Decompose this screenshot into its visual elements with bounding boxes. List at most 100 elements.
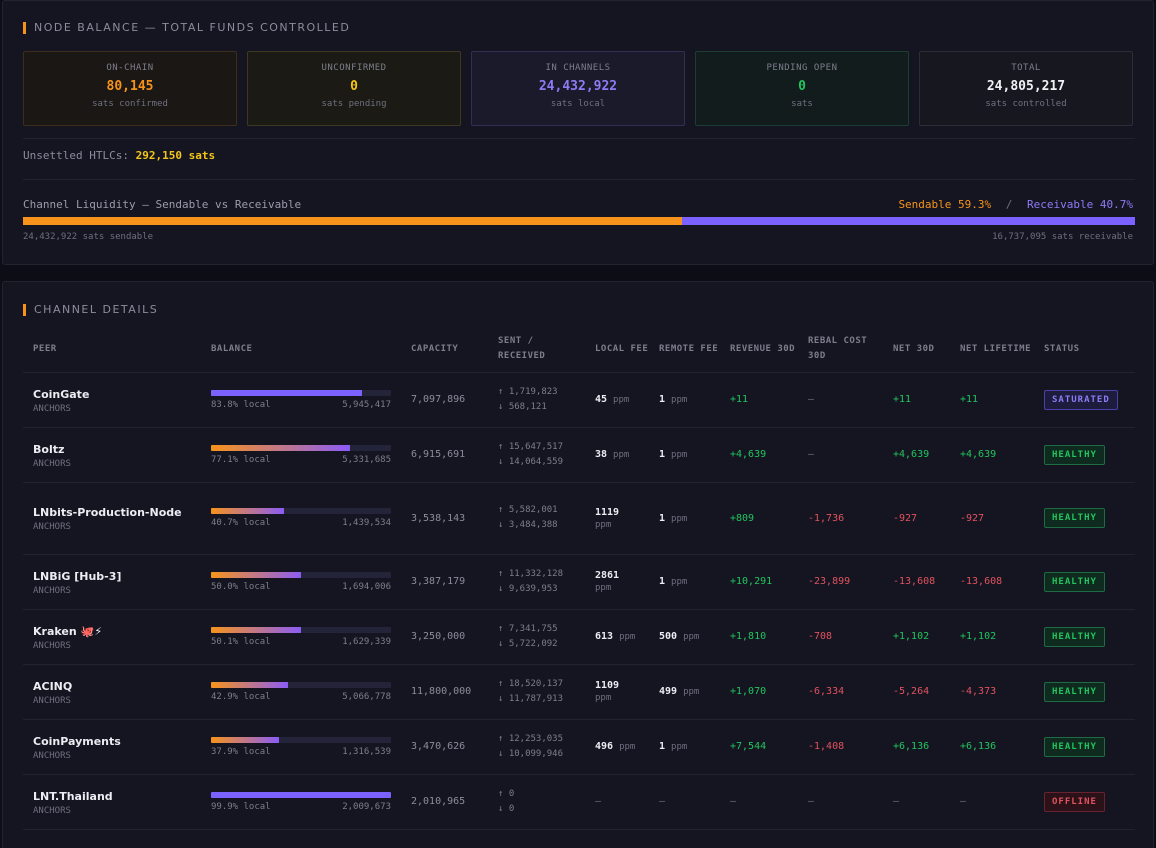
balance-meta: 37.9% local 1,316,539 <box>211 747 391 757</box>
sent-amount: ↑ 1,719,823 <box>498 386 558 397</box>
liquidity-receivable-fill <box>682 217 1135 225</box>
liquidity-bar <box>23 217 1135 225</box>
cell-balance: 50.1% local 1,629,339 <box>201 609 401 665</box>
local-fee-unit: ppm <box>613 395 630 405</box>
local-percent: 50.1% local <box>211 636 271 647</box>
peer-name-text[interactable]: ACINQ <box>33 679 73 693</box>
balance-bar <box>211 508 391 514</box>
cell-peer[interactable]: LNbits-Production-Node ANCHORS <box>23 482 201 555</box>
local-sats: 2,009,673 <box>342 801 391 812</box>
balance-bar-fill <box>211 508 285 514</box>
col-revenue[interactable]: REVENUE 30D <box>720 327 798 373</box>
balance-bar-fill <box>211 389 362 396</box>
peer-name-text[interactable]: CoinPayments <box>33 734 121 748</box>
card-in-channels: IN CHANNELS 24,432,922 sats local <box>471 51 685 126</box>
table-row[interactable]: ACINQ ANCHORS 42.9% local 5,066,778 11,800,0… <box>23 664 1135 720</box>
col-net-lifetime[interactable]: NET LIFETIME <box>950 327 1034 373</box>
local-sats: 5,066,778 <box>342 691 391 702</box>
peer-name[interactable]: LNBiG [Hub-3] <box>33 568 201 585</box>
cell-status: HEALTHY <box>1034 554 1135 610</box>
peer-name-text[interactable]: Kraken <box>33 624 77 638</box>
cell-peer[interactable]: LNT.Thailand ANCHORS <box>23 774 201 830</box>
peer-name[interactable]: Kraken 🐙⚡ <box>33 623 201 640</box>
card-value: 24,432,922 <box>538 79 618 94</box>
col-status[interactable]: STATUS <box>1034 327 1135 373</box>
local-percent: 40.7% local <box>211 518 271 528</box>
table-row[interactable]: CoinPayments ANCHORS 37.9% local 1,316,539 3… <box>23 719 1135 775</box>
channel-table: PEER BALANCE CAPACITY SENT / RECEIVED LO… <box>23 327 1135 830</box>
balance-title-text: NODE BALANCE — TOTAL FUNDS CONTROLLED <box>34 21 351 34</box>
legend-separator: / <box>1005 198 1013 211</box>
cell-balance: 37.9% local 1,316,539 <box>201 719 401 775</box>
col-balance[interactable]: BALANCE <box>201 327 401 373</box>
cell-sent-received: ↑ 0 ↓ 0 <box>488 774 585 830</box>
peer-name[interactable]: CoinGate <box>33 386 201 403</box>
cell-net-30d: -5,264 <box>883 664 950 720</box>
table-row[interactable]: LNbits-Production-Node ANCHORS 40.7% local… <box>23 482 1135 555</box>
col-local-fee[interactable]: LOCAL FEE <box>585 327 649 373</box>
cell-peer[interactable]: Boltz ANCHORS <box>23 427 201 483</box>
col-peer[interactable]: PEER <box>23 327 201 373</box>
cell-remote-fee: 500 ppm <box>649 609 720 665</box>
peer-name-text[interactable]: LNbits-Production-Node <box>33 506 182 519</box>
col-rebal-cost[interactable]: REBAL COST 30D <box>798 327 883 373</box>
local-fee-unit: ppm <box>595 583 612 593</box>
cell-status: HEALTHY <box>1034 482 1135 555</box>
channel-type-tag: ANCHORS <box>33 695 71 706</box>
peer-name[interactable]: ACINQ <box>33 678 201 695</box>
col-sent-received[interactable]: SENT / RECEIVED <box>488 327 585 373</box>
cell-capacity: 2,010,965 <box>401 774 488 830</box>
cell-peer[interactable]: CoinGate ANCHORS <box>23 372 201 428</box>
col-net-30d[interactable]: NET 30D <box>883 327 950 373</box>
card-label: IN CHANNELS <box>545 63 611 73</box>
table-row[interactable]: CoinGate ANCHORS 83.8% local 5,945,417 7,097… <box>23 372 1135 428</box>
table-row[interactable]: Boltz ANCHORS 77.1% local 5,331,685 6,915,69… <box>23 427 1135 483</box>
peer-name[interactable]: LNT.Thailand <box>33 788 201 805</box>
cell-remote-fee: 499 ppm <box>649 664 720 720</box>
local-sats: 5,945,417 <box>342 399 391 410</box>
peer-name[interactable]: CoinPayments <box>33 733 201 750</box>
col-remote-fee[interactable]: REMOTE FEE <box>649 327 720 373</box>
cell-remote-fee: 1 ppm <box>649 427 720 483</box>
remote-fee-value: 1 <box>659 449 666 460</box>
card-sub: sats <box>791 99 813 109</box>
received-amount: ↓ 10,099,946 <box>498 748 564 759</box>
liquidity-sendable-fill <box>23 217 683 225</box>
balance-panel-title: NODE BALANCE — TOTAL FUNDS CONTROLLED <box>23 21 350 34</box>
card-value: 80,145 <box>106 79 154 94</box>
cell-peer[interactable]: LNBiG [Hub-3] ANCHORS <box>23 554 201 610</box>
local-sats: 5,331,685 <box>342 454 391 465</box>
peer-name-text[interactable]: Boltz <box>33 442 65 456</box>
table-row[interactable]: Kraken 🐙⚡ ANCHORS 50.1% local 1,629,339 3,250… <box>23 609 1135 665</box>
title-accent-bar <box>23 21 26 34</box>
peer-name-text[interactable]: CoinGate <box>33 387 90 401</box>
cell-balance: 40.7% local 1,439,534 <box>201 482 401 555</box>
balance-bar-fill <box>211 791 391 798</box>
received-amount: ↓ 0 <box>498 803 515 814</box>
cell-peer[interactable]: CoinPayments ANCHORS <box>23 719 201 775</box>
peer-name-text[interactable]: LNBiG [Hub-3] <box>33 569 122 583</box>
sent-amount: ↑ 18,520,137 <box>498 678 564 689</box>
remote-fee-unit: ppm <box>671 742 688 752</box>
cell-rebal-cost: -23,899 <box>798 554 883 610</box>
htlc-label: Unsettled HTLCs: <box>23 149 129 162</box>
cell-local-fee: 2861 ppm <box>585 554 649 610</box>
cell-peer[interactable]: ACINQ ANCHORS <box>23 664 201 720</box>
remote-fee-value: — <box>659 796 666 807</box>
peer-name-text[interactable]: LNT.Thailand <box>33 789 113 803</box>
cell-peer[interactable]: Kraken 🐙⚡ ANCHORS <box>23 609 201 665</box>
channel-type-tag: ANCHORS <box>33 403 71 414</box>
peer-name[interactable]: Boltz <box>33 441 201 458</box>
channel-type-tag: ANCHORS <box>33 522 71 532</box>
cell-local-fee: 496 ppm <box>585 719 649 775</box>
cell-net-30d: -927 <box>883 482 950 555</box>
card-label: UNCONFIRMED <box>321 63 387 73</box>
peer-name[interactable]: LNbits-Production-Node <box>33 504 201 521</box>
col-capacity[interactable]: CAPACITY <box>401 327 488 373</box>
receivable-percent: Receivable 40.7% <box>1027 198 1133 211</box>
cell-sent-received: ↑ 12,253,035 ↓ 10,099,946 <box>488 719 585 775</box>
table-row[interactable]: LNT.Thailand ANCHORS 99.9% local 2,009,673 2… <box>23 774 1135 830</box>
received-amount: ↓ 3,484,388 <box>498 520 558 530</box>
card-label: PENDING OPEN <box>766 63 838 73</box>
table-row[interactable]: LNBiG [Hub-3] ANCHORS 50.0% local 1,694,006… <box>23 554 1135 610</box>
